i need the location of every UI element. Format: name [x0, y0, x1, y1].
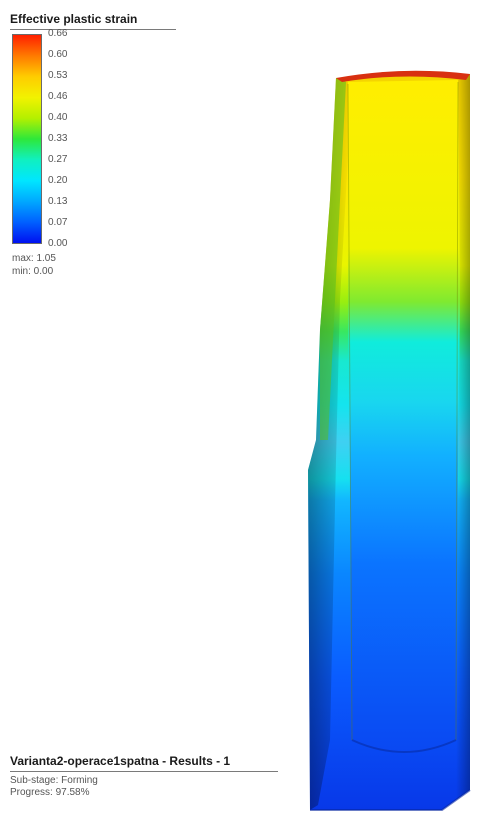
color-scale-labels: 0.66 0.60 0.53 0.46 0.40 0.33 0.27 0.20 … — [48, 28, 108, 249]
scale-tick-label: 0.46 — [48, 91, 68, 102]
part-right-wall — [456, 74, 470, 800]
scale-min-label: min: 0.00 — [12, 266, 54, 277]
part-cavity-edge — [351, 739, 457, 753]
scale-tick-label: 0.66 — [48, 28, 68, 39]
part-left-flange — [320, 78, 346, 440]
part-cavity-right-edge — [455, 81, 459, 741]
scale-tick-label: 0.20 — [48, 175, 68, 186]
scale-tick-label: 0.07 — [48, 217, 68, 228]
part-top-rim — [336, 70, 470, 82]
part-base-edge — [310, 789, 471, 811]
results-divider — [10, 771, 278, 772]
scale-tick-label: 0.33 — [48, 133, 68, 144]
scale-tick-label: 0.27 — [48, 154, 68, 165]
progress-label: Progress: 97.58% — [10, 787, 90, 798]
scale-tick-label: 0.40 — [48, 112, 68, 123]
scale-tick-label: 0.00 — [48, 238, 68, 249]
part-cavity-left-edge — [347, 83, 353, 741]
part-left-wall — [308, 78, 352, 810]
color-scale-bar — [12, 34, 42, 244]
scale-tick-label: 0.53 — [48, 70, 68, 81]
results-title: Varianta2-operace1spatna - Results - 1 — [10, 754, 231, 768]
scale-tick-label: 0.13 — [48, 196, 68, 207]
part-inner-cavity — [348, 80, 460, 752]
scale-tick-label: 0.60 — [48, 49, 68, 60]
scale-max-label: max: 1.05 — [12, 253, 56, 264]
substage-label: Sub-stage: Forming — [10, 775, 98, 786]
legend-divider — [10, 29, 176, 30]
legend-title: Effective plastic strain — [10, 12, 138, 26]
